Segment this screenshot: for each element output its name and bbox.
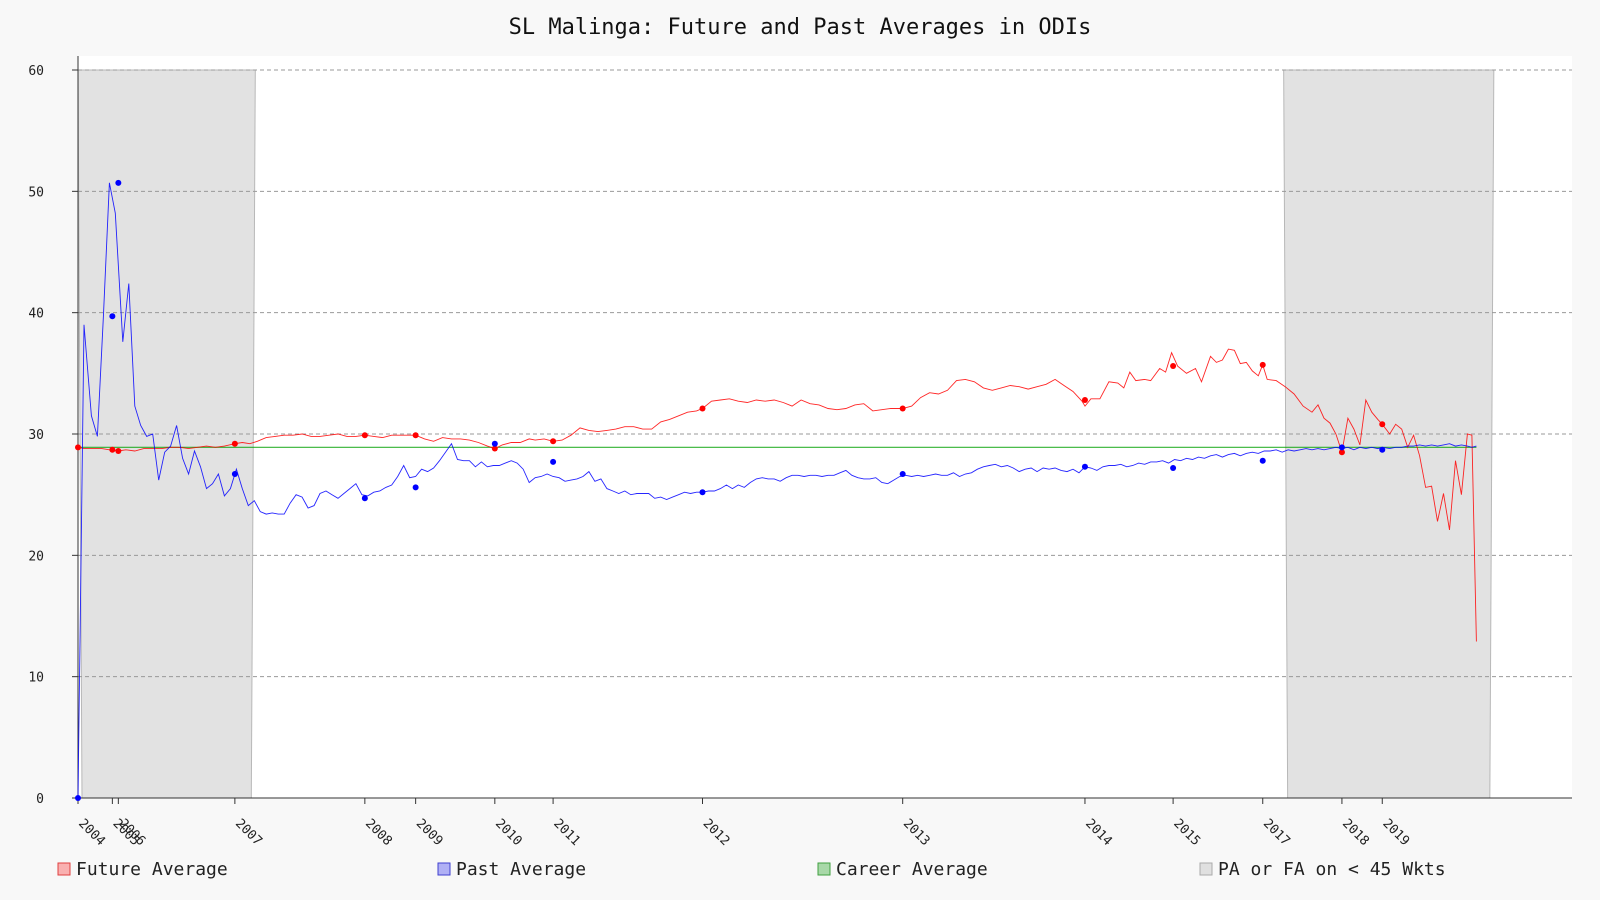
future-average-point (491, 445, 498, 452)
series-line-future-average (77, 348, 1477, 642)
legend: Future Average Past Average Career Average… (57, 859, 1446, 880)
past-average-point (1338, 444, 1345, 451)
past-average-point (109, 313, 116, 320)
future-average-point (412, 432, 419, 439)
future-average-point (75, 444, 81, 451)
future-average-point (1081, 397, 1088, 404)
legend-swatch (437, 862, 451, 876)
future-average-point (231, 440, 238, 447)
past-average-point (361, 495, 368, 502)
past-average-point (1170, 464, 1177, 471)
y-tick-label: 0 (36, 792, 44, 807)
past-average-point (699, 489, 706, 496)
past-average-point (550, 458, 557, 465)
y-tick-label: 50 (28, 185, 44, 200)
past-average-point (115, 179, 122, 186)
chart-title: SL Malinga: Future and Past Averages in … (509, 15, 1092, 40)
past-average-point (899, 471, 906, 478)
y-tick-label: 40 (28, 307, 44, 322)
future-average-point (361, 432, 368, 439)
future-average-point (899, 405, 906, 412)
series-line-past-average (77, 182, 1477, 799)
future-average-point (115, 447, 122, 454)
y-tick-label: 60 (28, 64, 44, 79)
past-average-point (412, 484, 419, 491)
past-average-point (75, 795, 81, 801)
legend-swatch (817, 862, 831, 876)
past-average-point (1379, 446, 1386, 453)
legend-label: Career Average (836, 859, 988, 880)
y-tick-label: 20 (28, 549, 44, 564)
legend-label: Past Average (456, 859, 586, 880)
series (77, 182, 1477, 799)
past-average-point (1259, 457, 1266, 464)
legend-swatch (1199, 862, 1213, 876)
future-average-point (550, 438, 557, 445)
grid-lines (78, 69, 1572, 678)
future-average-point (109, 446, 116, 453)
future-average-point (699, 405, 706, 412)
legend-label: PA or FA on < 45 Wkts (1218, 859, 1446, 880)
future-average-point (1259, 361, 1266, 368)
future-average-point (1379, 421, 1386, 428)
future-average-point (1170, 363, 1177, 370)
legend-label: Future Average (76, 859, 228, 880)
y-tick-label: 10 (28, 671, 44, 686)
past-average-point (1081, 463, 1088, 470)
legend-swatch (57, 862, 71, 876)
past-average-point (231, 471, 238, 478)
future-average-point (1338, 449, 1345, 456)
past-average-point (491, 440, 498, 447)
markers (75, 179, 1386, 801)
y-tick-label: 30 (28, 428, 44, 443)
